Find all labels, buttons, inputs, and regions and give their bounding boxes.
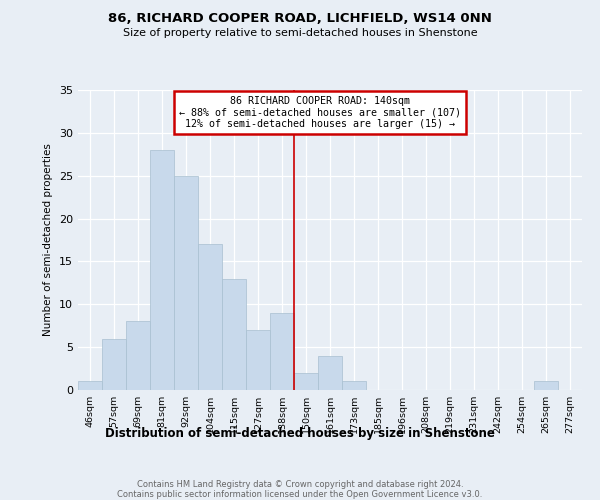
Bar <box>222 278 246 390</box>
Bar <box>198 244 222 390</box>
Bar <box>270 313 294 390</box>
Bar <box>78 382 102 390</box>
Bar <box>294 373 318 390</box>
Bar <box>102 338 126 390</box>
Y-axis label: Number of semi-detached properties: Number of semi-detached properties <box>43 144 53 336</box>
Bar <box>318 356 342 390</box>
Bar <box>534 382 558 390</box>
Text: Size of property relative to semi-detached houses in Shenstone: Size of property relative to semi-detach… <box>122 28 478 38</box>
Text: 86 RICHARD COOPER ROAD: 140sqm
← 88% of semi-detached houses are smaller (107)
1: 86 RICHARD COOPER ROAD: 140sqm ← 88% of … <box>179 96 461 129</box>
Bar <box>174 176 198 390</box>
Bar <box>342 382 366 390</box>
Bar <box>126 322 150 390</box>
Text: Distribution of semi-detached houses by size in Shenstone: Distribution of semi-detached houses by … <box>105 428 495 440</box>
Bar <box>150 150 174 390</box>
Text: Contains HM Land Registry data © Crown copyright and database right 2024.
Contai: Contains HM Land Registry data © Crown c… <box>118 480 482 500</box>
Text: 86, RICHARD COOPER ROAD, LICHFIELD, WS14 0NN: 86, RICHARD COOPER ROAD, LICHFIELD, WS14… <box>108 12 492 26</box>
Bar <box>246 330 270 390</box>
